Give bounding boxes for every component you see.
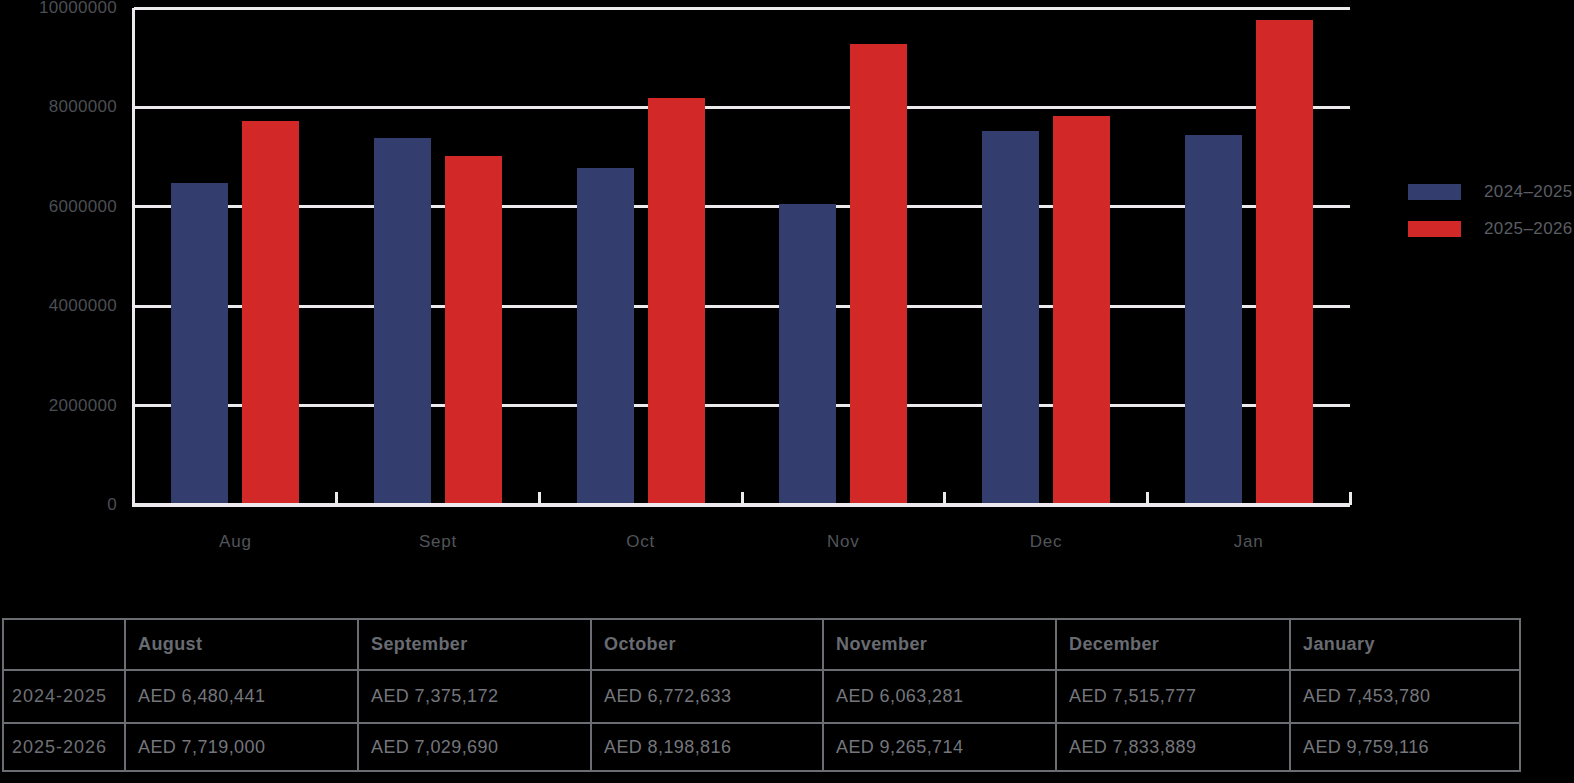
legend-label-2024-2025: 2024–2025: [1484, 182, 1573, 202]
y-axis-tick-label: 4000000: [0, 297, 117, 315]
table-body: 2024-2025AED 6,480,441AED 7,375,172AED 6…: [3, 670, 1520, 771]
table-row-label-2025-2026: 2025-2026: [3, 723, 125, 771]
table-corner-cell: [3, 619, 125, 670]
y-axis-tick-label: 2000000: [0, 397, 117, 415]
gridline-8000000: [134, 106, 1350, 109]
gridline-6000000: [134, 205, 1350, 208]
table-head: AugustSeptemberOctoberNovemberDecemberJa…: [3, 619, 1520, 670]
legend-swatch-2024-2025: [1408, 184, 1461, 200]
bar-2024-2025-aug: [171, 183, 228, 505]
x-axis-tick: [943, 492, 946, 505]
table-cell-2025-2026-october: AED 8,198,816: [591, 723, 823, 771]
bar-2025-2026-oct: [648, 98, 705, 505]
y-axis-tick-label: 8000000: [0, 98, 117, 116]
bar-2024-2025-oct: [577, 168, 634, 505]
x-axis-label-nov: Nov: [742, 533, 945, 551]
table-cell-2025-2026-december: AED 7,833,889: [1056, 723, 1290, 771]
table-cell-2024-2025-december: AED 7,515,777: [1056, 670, 1290, 723]
legend-label-2025-2026: 2025–2026: [1484, 219, 1573, 239]
x-axis-label-sept: Sept: [337, 533, 540, 551]
table-row-2024-2025: 2024-2025AED 6,480,441AED 7,375,172AED 6…: [3, 670, 1520, 723]
gridline-10000000: [134, 7, 1350, 10]
x-axis-label-dec: Dec: [945, 533, 1148, 551]
gridline-2000000: [134, 404, 1350, 407]
table-header-cell-october: October: [591, 619, 823, 670]
bar-2025-2026-jan: [1256, 20, 1313, 505]
table-cell-2025-2026-january: AED 9,759,116: [1290, 723, 1520, 771]
table-cell-2025-2026-september: AED 7,029,690: [358, 723, 591, 771]
table-cell-2025-2026-november: AED 9,265,714: [823, 723, 1056, 771]
x-axis-tick: [1349, 492, 1352, 505]
monthly-values-table: AugustSeptemberOctoberNovemberDecemberJa…: [2, 618, 1521, 772]
y-axis-tick-label: 10000000: [0, 0, 117, 17]
legend-item-2025-2026: 2025–2026: [1408, 221, 1573, 237]
legend-item-2024-2025: 2024–2025: [1408, 184, 1573, 200]
legend-swatch-2025-2026: [1408, 221, 1461, 237]
bar-2024-2025-dec: [982, 131, 1039, 505]
table-cell-2024-2025-september: AED 7,375,172: [358, 670, 591, 723]
table-cell-2025-2026-august: AED 7,719,000: [125, 723, 358, 771]
table-cell-2024-2025-january: AED 7,453,780: [1290, 670, 1520, 723]
bar-2025-2026-nov: [850, 44, 907, 505]
table-row-2025-2026: 2025-2026AED 7,719,000AED 7,029,690AED 8…: [3, 723, 1520, 771]
table-header-row: AugustSeptemberOctoberNovemberDecemberJa…: [3, 619, 1520, 670]
table-header-cell-december: December: [1056, 619, 1290, 670]
bar-2024-2025-jan: [1185, 135, 1242, 505]
table-cell-2024-2025-august: AED 6,480,441: [125, 670, 358, 723]
x-axis-tick: [1146, 492, 1149, 505]
x-axis-tick: [741, 492, 744, 505]
chart-legend: 2024–2025 2025–2026: [1408, 184, 1573, 258]
table-row-label-2024-2025: 2024-2025: [3, 670, 125, 723]
bar-2024-2025-nov: [779, 204, 836, 505]
table-cell-2024-2025-november: AED 6,063,281: [823, 670, 1056, 723]
x-axis-tick: [538, 492, 541, 505]
table-header-cell-august: August: [125, 619, 358, 670]
bar-2024-2025-sept: [374, 138, 431, 505]
y-axis-tick-label: 0: [0, 496, 117, 514]
table-cell-2024-2025-october: AED 6,772,633: [591, 670, 823, 723]
x-axis-label-jan: Jan: [1147, 533, 1350, 551]
bar-2025-2026-sept: [445, 156, 502, 505]
bar-2025-2026-dec: [1053, 116, 1110, 505]
monthly-values-table-wrap: AugustSeptemberOctoberNovemberDecemberJa…: [2, 618, 1521, 772]
table-header-cell-november: November: [823, 619, 1056, 670]
revenue-dashboard: 2024–2025 2025–2026 0 2000000 4000000 600000…: [0, 0, 1574, 783]
y-axis-tick-label: 6000000: [0, 198, 117, 216]
table-header-cell-january: January: [1290, 619, 1520, 670]
x-axis-label-oct: Oct: [539, 533, 742, 551]
bar-2025-2026-aug: [242, 121, 299, 505]
x-axis-tick: [335, 492, 338, 505]
gridline-4000000: [134, 305, 1350, 308]
table-header-cell-september: September: [358, 619, 591, 670]
monthly-revenue-bar-chart: 2024–2025 2025–2026 0 2000000 4000000 600000…: [0, 0, 1574, 560]
x-axis-label-aug: Aug: [134, 533, 337, 551]
y-axis-line: [132, 8, 135, 507]
